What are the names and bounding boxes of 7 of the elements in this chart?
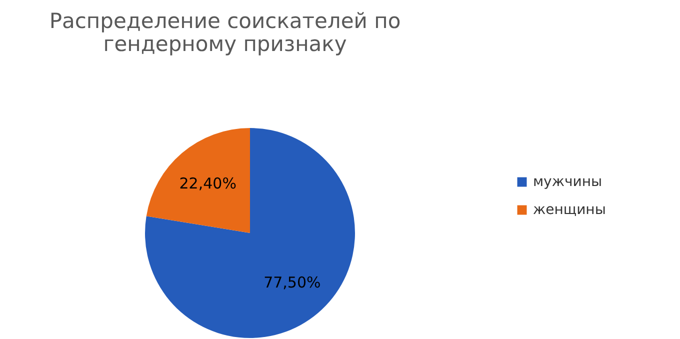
data-label: 77,50% [264, 274, 321, 292]
pie-slice [145, 128, 355, 338]
data-label: 22,40% [179, 174, 236, 192]
legend-label: женщины [533, 202, 606, 218]
chart-title: Распределение соискателей по гендерному признаку [49, 9, 401, 56]
pie-slice [146, 128, 250, 233]
legend-label: мужчины [533, 174, 602, 190]
